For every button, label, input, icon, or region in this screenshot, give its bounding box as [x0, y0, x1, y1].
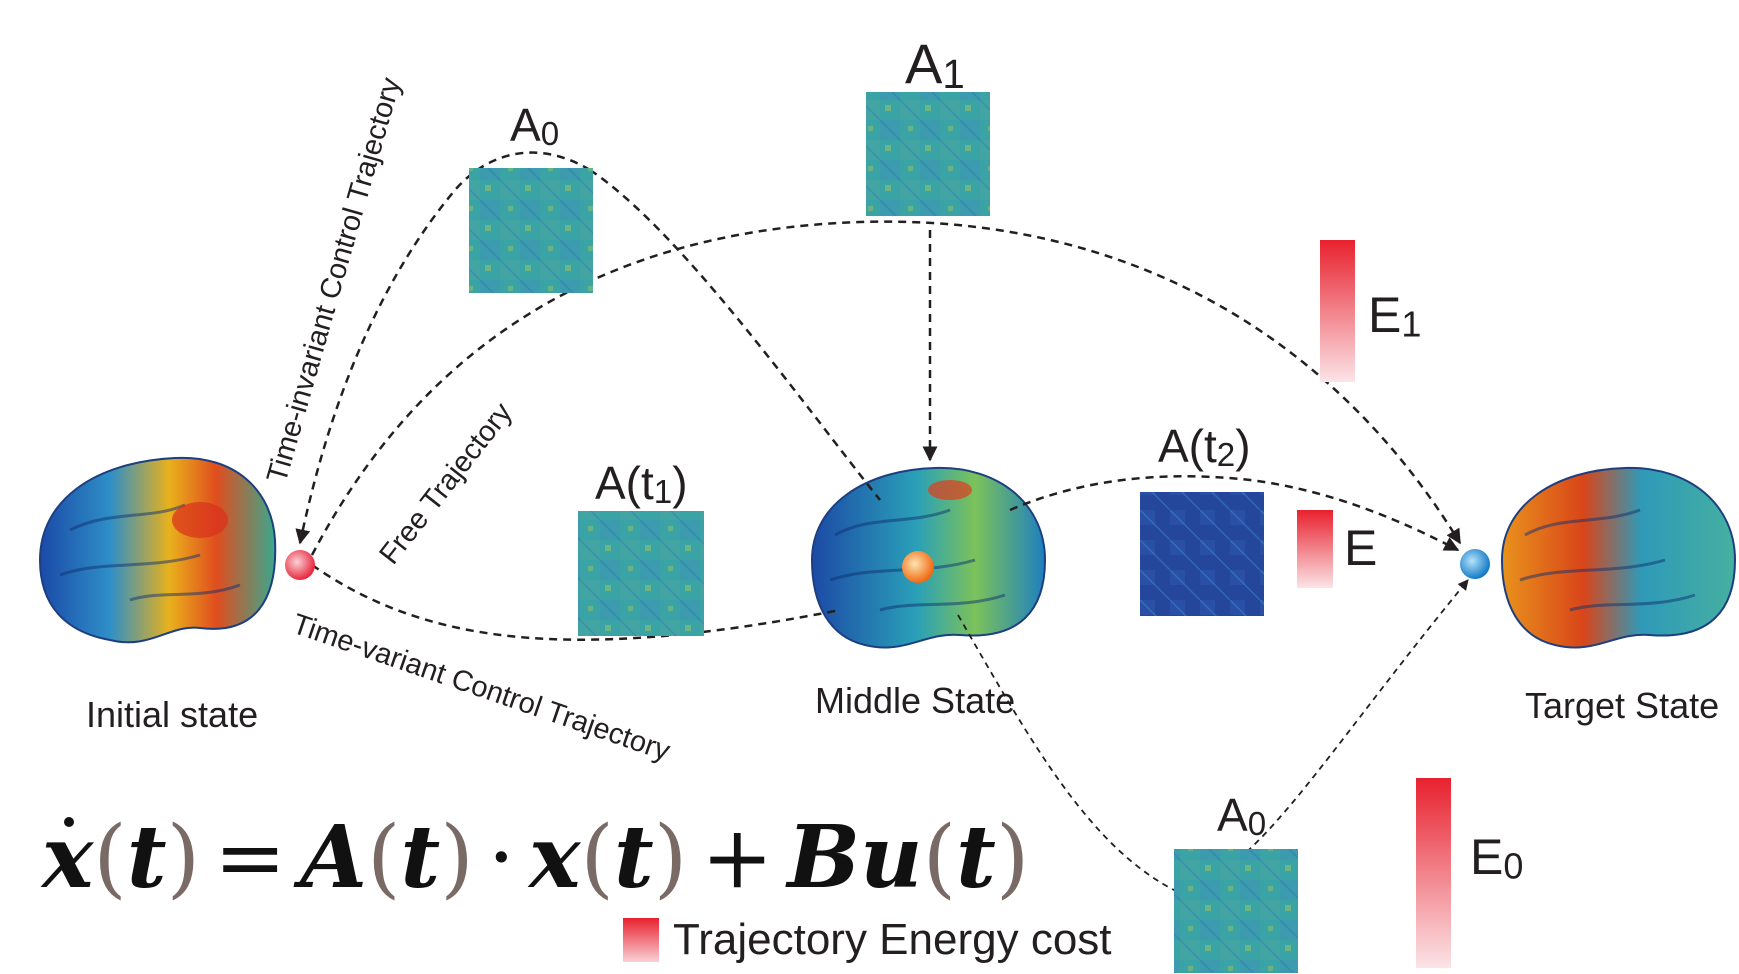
matrix-at2 — [1140, 492, 1264, 616]
label-e1: E1 — [1368, 287, 1422, 345]
label-at1: A(t1) — [595, 457, 688, 511]
legend-swatch — [623, 918, 659, 962]
matrix-a0-top — [469, 168, 593, 293]
target-node — [1460, 549, 1490, 579]
legend-label: Trajectory Energy cost — [673, 915, 1112, 964]
time-variant-trajectory-2 — [1009, 475, 1460, 552]
energy-bar-e — [1297, 510, 1333, 588]
label-a0-bottom: A0 — [1217, 789, 1267, 843]
label-e0: E0 — [1470, 829, 1524, 887]
label-at2: A(t2) — [1158, 420, 1251, 474]
brain-target-icon — [1500, 466, 1737, 649]
label-initial-state: Initial state — [86, 694, 259, 735]
time-invariant-trajectory-tail — [589, 168, 881, 501]
free-trajectory — [310, 220, 1462, 556]
label-middle-state: Middle State — [815, 680, 1016, 721]
middle-node — [902, 551, 934, 583]
label-a0-top: A0 — [510, 99, 560, 153]
brain-initial-icon — [38, 456, 277, 644]
time-invariant-trajectory — [295, 151, 591, 545]
matrix-a1 — [866, 92, 990, 216]
equation: x(t) = A(t) · x(t) + Bu(t) — [42, 807, 1030, 908]
time-variant-trajectory-1 — [311, 563, 841, 641]
initial-node — [285, 550, 315, 580]
control-trajectory-lower — [957, 579, 1469, 894]
matrix-at1 — [578, 511, 704, 636]
energy-bar-e0 — [1416, 778, 1451, 968]
label-a1: A1 — [905, 32, 965, 97]
matrix-a0-bottom — [1174, 849, 1298, 973]
energy-bar-e1 — [1320, 240, 1355, 382]
legend: Trajectory Energy cost — [623, 915, 1112, 965]
label-e: E — [1344, 520, 1378, 576]
label-target-state: Target State — [1525, 685, 1720, 726]
